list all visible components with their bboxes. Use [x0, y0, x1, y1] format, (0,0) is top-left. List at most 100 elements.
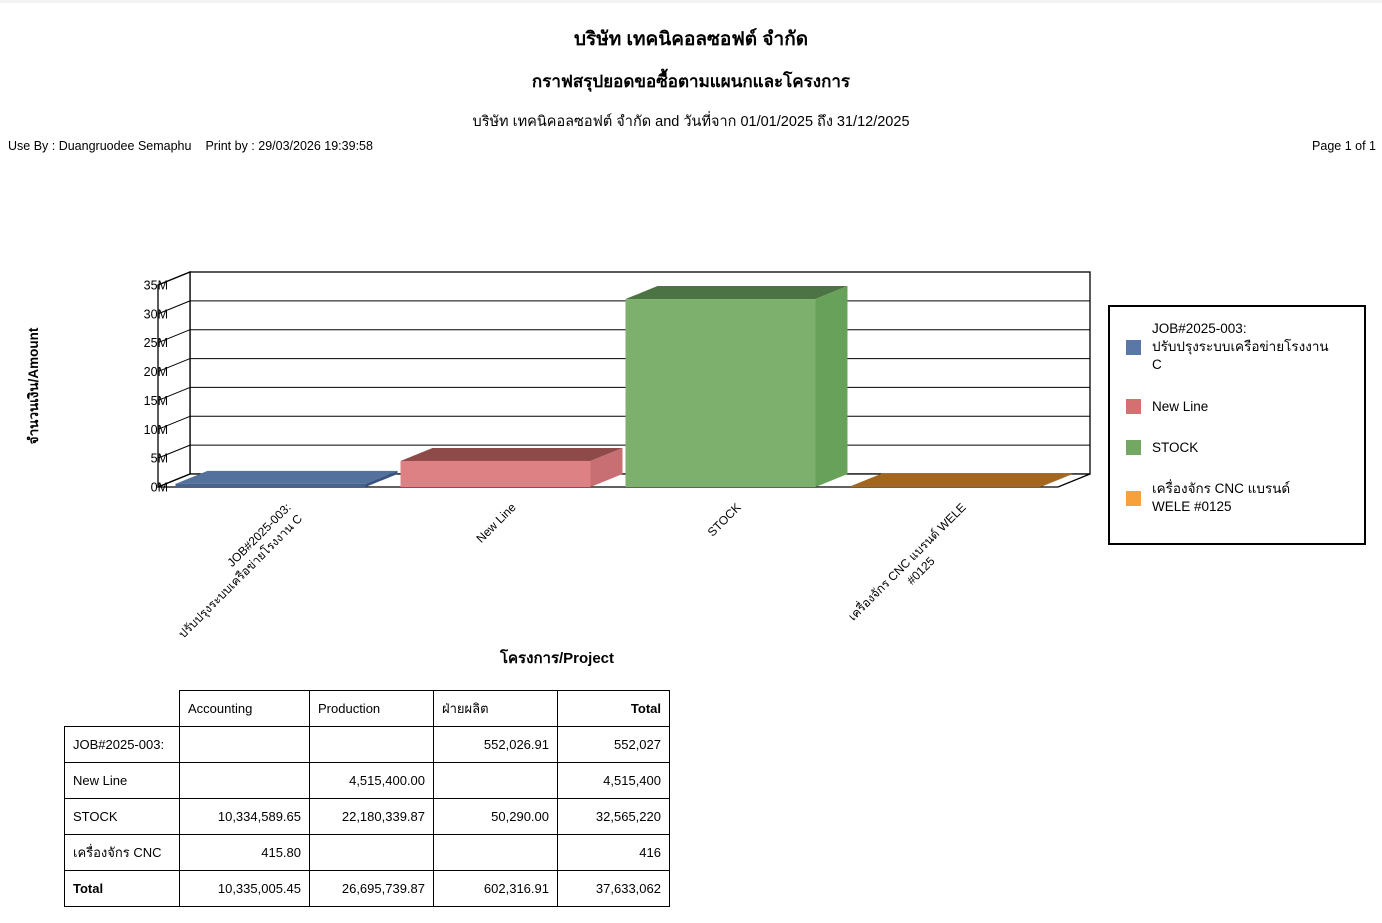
y-tick-labels: 0M 5M 10M 15M 20M 25M 30M 35M [144, 279, 168, 495]
bar-2 [400, 447, 623, 487]
bar-top-face [625, 286, 848, 300]
y-tick-label: 5M [151, 452, 168, 466]
gridline-wall [157, 358, 191, 373]
table-cell: 32,565,220 [557, 798, 670, 835]
use-by-text: Use By : Duangruodee Semaphu [8, 139, 192, 153]
table-cell: 10,334,589.65 [179, 798, 310, 835]
x-category-label: JOB#2025-003:ปรับปรุงระบบเครือข่ายโรงงาน… [164, 500, 306, 642]
legend-swatch [1126, 399, 1141, 415]
gridline-wall [157, 415, 191, 430]
bars [175, 286, 1073, 487]
gridline-wall [157, 329, 191, 344]
report-meta-row: Use By : Duangruodee Semaphu Print by : 2… [8, 139, 1376, 153]
gridline-wall [157, 271, 191, 286]
table-row-label: New Line [64, 762, 180, 799]
table-cell: 602,316.91 [433, 870, 558, 907]
y-tick-label: 30M [144, 307, 168, 321]
print-by-text: Print by : 29/03/2026 19:39:58 [205, 139, 373, 153]
table-cell: 10,335,005.45 [179, 870, 310, 907]
table-column-header: Production [309, 690, 434, 727]
x-category-labels: JOB#2025-003:ปรับปรุงระบบเครือข่ายโรงงาน… [164, 499, 980, 642]
table-cell: 4,515,400.00 [309, 762, 434, 799]
legend-label: STOCK [1152, 439, 1199, 455]
y-tick-label: 25M [144, 336, 168, 350]
table-cell [309, 726, 434, 763]
table-cell: 22,180,339.87 [309, 798, 434, 835]
table-row-label: STOCK [64, 798, 180, 835]
y-tick-label: 15M [144, 394, 168, 408]
table-row-label: เครื่องจักร CNC [64, 834, 180, 871]
company-title: บริษัท เทคนิคอลซอฟต์ จำกัด [573, 29, 809, 50]
table-cell [309, 834, 434, 871]
bar-side-face [365, 470, 398, 487]
bar-front-face [850, 486, 1041, 487]
legend-label: JOB#2025-003: ปรับปรุงระบบเครือข่ายโรงงา… [1152, 321, 1329, 373]
table-cell: 50,290.00 [433, 798, 558, 835]
report-title: กราฟสรุปยอดขอซื้อตามแผนกและโครงการ [531, 72, 851, 91]
table-row: เครื่องจักร CNC 415.80 416 [64, 834, 670, 871]
gridline-wall [157, 386, 191, 401]
table-cell: 37,633,062 [557, 870, 670, 907]
gridline-wall [157, 444, 191, 459]
table-row: STOCK 10,334,589.65 22,180,339.87 50,290.00… [64, 798, 670, 835]
table-row: JOB#2025-003: 552,026.91 552,027 [64, 726, 670, 763]
table-cell [433, 762, 558, 799]
legend-swatch [1126, 339, 1141, 355]
y-tick-label: 20M [144, 365, 168, 379]
page-number: Page 1 of 1 [1312, 139, 1376, 153]
y-axis-title: จำนวนเงิน/Amount [26, 327, 41, 444]
bar-4 [850, 473, 1073, 487]
bar-side-face [815, 286, 848, 487]
table-cell: 552,026.91 [433, 726, 558, 763]
legend-item-4: เครื่องจักร CNC แบรนด์ WELE #0125 [1126, 480, 1350, 516]
table-cell [179, 762, 310, 799]
gridline-wall [157, 300, 191, 315]
table-header-row: Accounting Production ฝ่ายผลิต Total [64, 690, 670, 727]
bar-top-face [850, 473, 1073, 487]
x-category-label: New Line [473, 500, 519, 546]
x-category-label: เครื่องจักร CNC แบรนด์ WELE#0125 [844, 499, 980, 635]
table-row: Total 10,335,005.45 26,695,739.87 602,316.9… [64, 870, 670, 907]
table-cell: 552,027 [557, 726, 670, 763]
report-filter-line: บริษัท เทคนิคอลซอฟต์ จำกัด and วันที่จาก… [472, 114, 910, 130]
summary-table: Accounting Production ฝ่ายผลิต Total JOB#20… [64, 690, 670, 907]
bar-side-face [1040, 473, 1073, 487]
table-cell: 415.80 [179, 834, 310, 871]
table-cell [179, 726, 310, 763]
y-tick-label: 10M [144, 423, 168, 437]
bar-front-face [175, 483, 366, 487]
table-cell: 4,515,400 [557, 762, 670, 799]
bar-front-face [625, 299, 816, 487]
y-tick-label: 0M [151, 481, 168, 495]
table-cell [433, 834, 558, 871]
legend-item-2: New Line [1126, 398, 1350, 416]
meta-left: Use By : Duangruodee Semaphu Print by : 2… [8, 139, 387, 153]
x-category-label: STOCK [705, 500, 744, 539]
chart-legend: JOB#2025-003: ปรับปรุงระบบเครือข่ายโรงงา… [1108, 305, 1366, 545]
table-column-header: Accounting [179, 690, 310, 727]
table-row-label: JOB#2025-003: [64, 726, 180, 763]
table-row: New Line 4,515,400.00 4,515,400 [64, 762, 670, 799]
legend-label: New Line [1152, 398, 1209, 414]
x-axis-title: โครงการ/Project [499, 648, 614, 667]
legend-swatch [1126, 440, 1141, 456]
bar-top-face [400, 447, 623, 461]
table-cell: 26,695,739.87 [309, 870, 434, 907]
bar-3 [625, 286, 848, 487]
y-tick-label: 35M [144, 279, 168, 293]
table-cell: 416 [557, 834, 670, 871]
plot-box [157, 271, 1091, 488]
table-column-header: ฝ่ายผลิต [433, 690, 558, 727]
bar-chart-3d: จำนวนเงิน/Amount 0M5M10M15M20M25M30M35M … [26, 271, 1091, 667]
bar-side-face [590, 447, 623, 487]
table-row-label: Total [64, 870, 180, 907]
bar-1 [175, 470, 398, 487]
table-corner-cell [64, 690, 180, 727]
table-column-header: Total [557, 690, 670, 727]
bar-front-face [400, 460, 591, 487]
legend-swatch [1126, 490, 1141, 506]
gridline-wall [157, 473, 191, 488]
bar-top-face [175, 470, 398, 484]
legend-item-1: JOB#2025-003: ปรับปรุงระบบเครือข่ายโรงงา… [1126, 320, 1350, 375]
